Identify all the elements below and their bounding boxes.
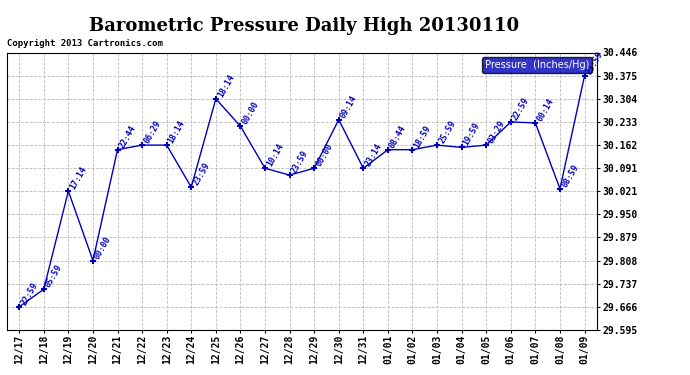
Text: 00:14: 00:14 <box>535 97 555 123</box>
Text: 19:59: 19:59 <box>462 121 482 147</box>
Text: 00:00: 00:00 <box>93 234 113 261</box>
Text: 17:14: 17:14 <box>68 165 88 191</box>
Text: 06:29: 06:29 <box>142 119 162 145</box>
Text: 08:59: 08:59 <box>560 163 580 189</box>
Text: 22:44: 22:44 <box>117 123 138 150</box>
Text: 23:14: 23:14 <box>364 142 384 168</box>
Text: 05:59: 05:59 <box>43 263 64 289</box>
Text: 23:59: 23:59 <box>191 161 212 187</box>
Text: 18:14: 18:14 <box>216 73 236 99</box>
Text: 03:29: 03:29 <box>486 119 506 145</box>
Text: 00:00: 00:00 <box>314 142 335 168</box>
Text: 22:59: 22:59 <box>511 96 531 122</box>
Text: 00:00: 00:00 <box>240 100 261 126</box>
Text: Barometric Pressure Daily High 20130110: Barometric Pressure Daily High 20130110 <box>88 17 519 35</box>
Text: 23:59: 23:59 <box>584 50 605 76</box>
Legend: Pressure  (Inches/Hg): Pressure (Inches/Hg) <box>482 57 592 73</box>
Text: 08:44: 08:44 <box>388 123 408 150</box>
Text: Copyright 2013 Cartronics.com: Copyright 2013 Cartronics.com <box>7 39 163 48</box>
Text: 10:14: 10:14 <box>265 142 285 168</box>
Text: 22:59: 22:59 <box>19 281 39 307</box>
Text: 18:59: 18:59 <box>413 123 433 150</box>
Text: 18:14: 18:14 <box>167 119 187 145</box>
Text: 09:14: 09:14 <box>339 93 359 120</box>
Text: 25:59: 25:59 <box>437 119 457 145</box>
Text: 23:59: 23:59 <box>290 149 310 175</box>
